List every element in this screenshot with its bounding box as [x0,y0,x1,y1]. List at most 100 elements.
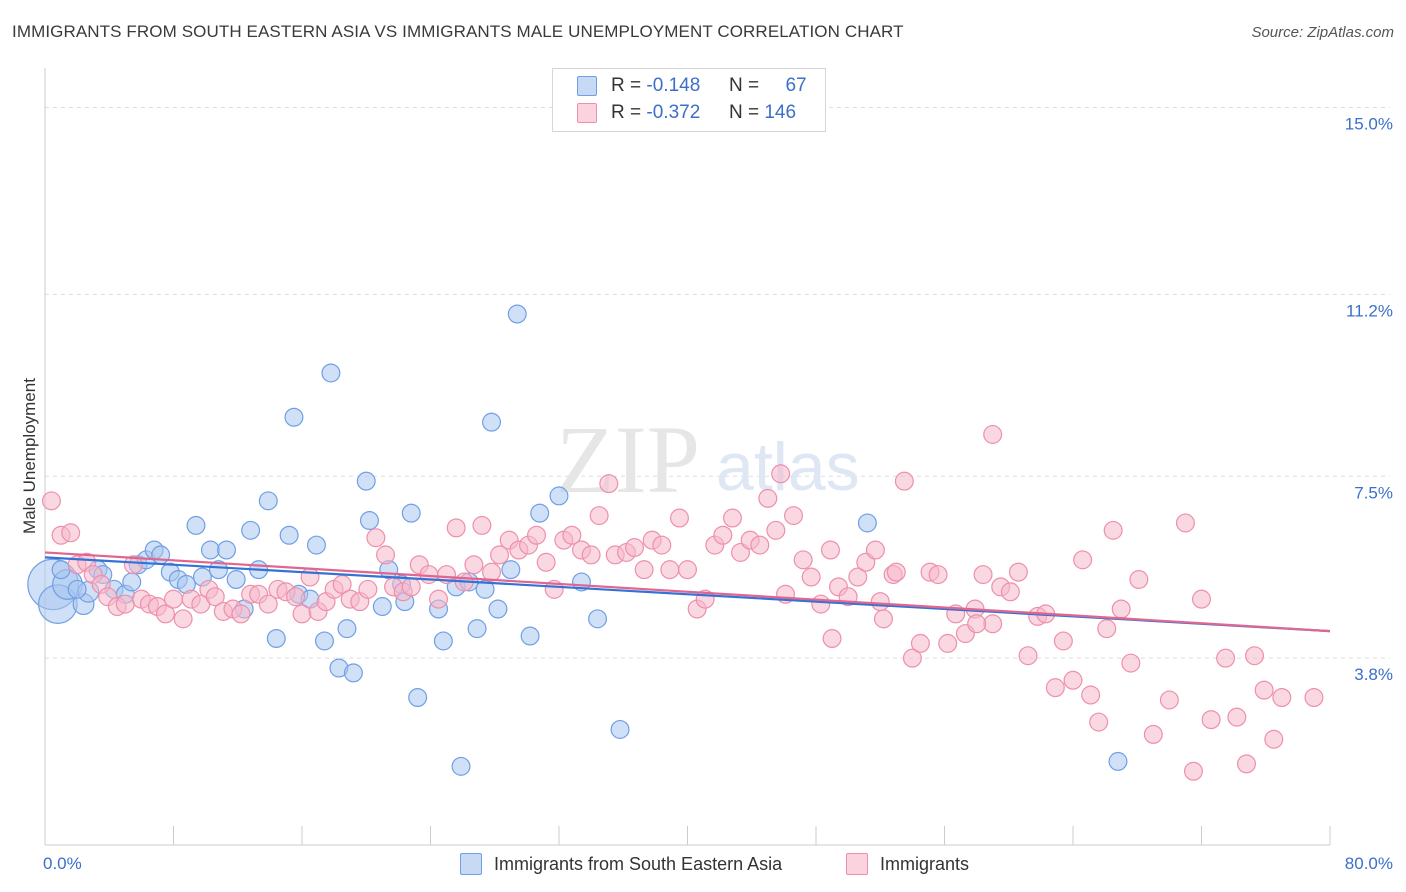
immigrants-point [437,565,457,585]
bottom-legend-sea: Immigrants from South Eastern Asia [460,852,782,876]
sea-point [241,520,261,540]
series-sea-points [27,304,1128,776]
sea-point [151,545,171,565]
series-immigrants-points [41,424,1324,781]
immigrants-point [1103,520,1123,540]
immigrants-point [1159,690,1179,710]
bottom-legend-swatch-sea [460,853,482,875]
immigrants-point [482,562,502,582]
watermark: ZIP atlas [556,406,860,513]
immigrants-point [669,508,689,528]
immigrants-point [1097,619,1117,639]
immigrants-point [1081,685,1101,705]
sea-point [588,609,608,629]
sea-point [217,540,236,560]
sea-point [226,570,246,589]
sea-point [520,626,540,646]
source-note: Source: ZipAtlas.com [1251,24,1394,41]
immigrants-point [865,540,885,560]
tick-labels: 3.8% 7.5% 11.2% 15.0% 0.0% 80.0% [43,115,1393,874]
sea-point [482,412,502,432]
immigrants-point [1264,729,1284,749]
immigrants-point [292,604,312,624]
immigrants-point [713,525,733,545]
immigrants-point [1272,688,1292,707]
immigrants-point [784,506,804,526]
sea-point [122,572,142,592]
sea-point [372,597,392,617]
sea-point [186,515,206,535]
y-tick-label: 3.8% [1354,665,1393,684]
immigrants-point [1053,631,1073,651]
immigrants-point [902,648,922,668]
sea-point [279,525,299,545]
immigrants-point [820,540,840,560]
sea-point [501,560,521,580]
immigrants-point [894,471,914,491]
sea-point [258,491,278,511]
immigrants-point [401,577,421,597]
immigrants-point [1227,707,1247,727]
immigrants-point [490,545,510,565]
immigrants-point [938,633,958,653]
legend-n-label: N = [728,102,760,123]
immigrants-point [472,515,492,535]
immigrants-point [589,506,609,526]
legend-swatch-immigrants [577,103,597,123]
legend-row-immigrants: R = -0.372 N = 146 [577,101,796,125]
sea-point [67,579,87,599]
immigrants-point [758,488,778,508]
legend-n-value: 67 [785,75,807,96]
legend-r-value: -0.148 [646,75,701,96]
immigrants-point [870,592,890,612]
sea-point [284,407,304,427]
immigrants-point [983,614,1003,634]
immigrants-point [1045,678,1065,698]
sea-point [467,619,487,639]
bottom-legend-immigrants: Immigrants [846,852,969,876]
sea-point [200,540,220,560]
immigrants-point [1192,589,1211,609]
bottom-legend-label-immigrants: Immigrants [880,853,970,874]
immigrants-point [231,604,251,624]
watermark-atlas: atlas [716,429,860,505]
immigrants-point [1063,670,1083,690]
immigrants-point [848,567,868,587]
immigrants-point [286,587,306,607]
sea-point [451,756,471,776]
immigrants-point [1129,570,1149,589]
immigrants-point [581,545,601,565]
immigrants-point [822,629,842,648]
immigrants-point [811,594,831,614]
immigrants-point [1008,562,1028,582]
legend-n-value: 146 [764,102,797,123]
immigrants-point [527,525,547,545]
axes [44,68,1331,846]
immigrants-point [973,565,993,585]
immigrants-point [123,555,143,575]
sea-point [488,599,508,619]
legend-n-label: N = [728,75,760,96]
immigrants-point [429,589,449,609]
immigrants-point [1073,550,1093,570]
gridlines [45,107,1390,659]
immigrants-point [793,550,813,570]
x-tick-label: 0.0% [43,854,82,873]
immigrants-point [1201,710,1221,730]
y-tick-label: 15.0% [1345,115,1393,134]
immigrants-point [1018,646,1038,666]
bottom-legend-label-sea: Immigrants from South Eastern Asia [494,853,783,874]
immigrants-point [164,589,183,609]
immigrants-point [536,552,556,572]
sea-point [549,486,569,506]
immigrants-point [1183,761,1203,781]
immigrants-point [1143,724,1163,744]
sea-point [356,471,376,491]
y-tick-label: 11.2% [1346,301,1393,320]
immigrants-point [652,535,672,555]
immigrants-point [155,604,175,624]
immigrants-point [634,560,654,580]
immigrants-point [928,565,948,585]
immigrants-point [801,567,821,587]
